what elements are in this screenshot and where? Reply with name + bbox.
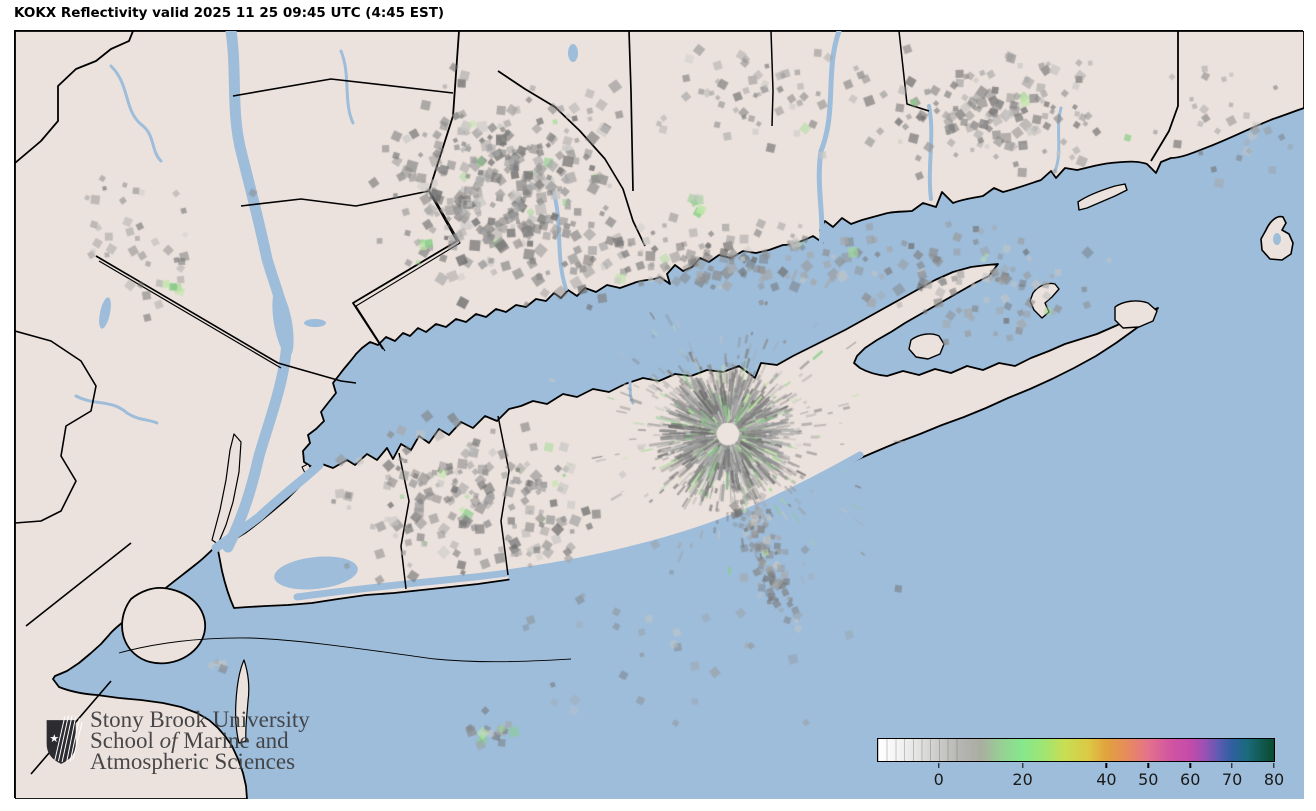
colorbar-tick — [1189, 763, 1191, 768]
colorbar-tick-label: 80 — [1263, 770, 1285, 789]
colorbar-tick-label: 40 — [1096, 770, 1117, 789]
page-title: KOKX Reflectivity valid 2025 11 25 09:45… — [14, 5, 445, 21]
colorbar-tick — [1231, 763, 1233, 768]
colorbar-tick-label: 50 — [1138, 770, 1159, 789]
colorbar-tick — [938, 763, 940, 768]
colorbar-gradient — [878, 739, 1274, 761]
radar-map: ★ Stony Brook University School of Marin… — [14, 30, 1304, 799]
colorbar-tick — [1273, 763, 1275, 768]
reflectivity-colorbar: 0 20 40 50 60 70 80 — [877, 738, 1284, 789]
logo-line-3: Atmospheric Sciences — [90, 749, 296, 774]
logo-text: Stony Brook University School of Marine … — [90, 707, 310, 774]
shield-star-icon: ★ — [49, 732, 59, 745]
logo-line-1: Stony Brook University — [90, 707, 310, 732]
colorbar-tick-label: 70 — [1221, 770, 1243, 789]
colorbar-tick-label: 0 — [933, 770, 944, 789]
colorbar-tick — [1021, 763, 1024, 768]
colorbar-tick — [1147, 763, 1149, 768]
stony-brook-logo: ★ Stony Brook University School of Marin… — [43, 707, 310, 774]
colorbar-tick-label: 20 — [1012, 770, 1033, 789]
sbu-shield-icon: ★ — [46, 715, 83, 764]
colorbar-tick-label: 60 — [1180, 770, 1201, 789]
colorbar-tick — [1105, 763, 1108, 768]
colorbar-bin-stripes — [878, 739, 960, 761]
logo-line-2: School of Marine and — [90, 728, 289, 753]
radar-clutter-layer — [15, 31, 1304, 799]
